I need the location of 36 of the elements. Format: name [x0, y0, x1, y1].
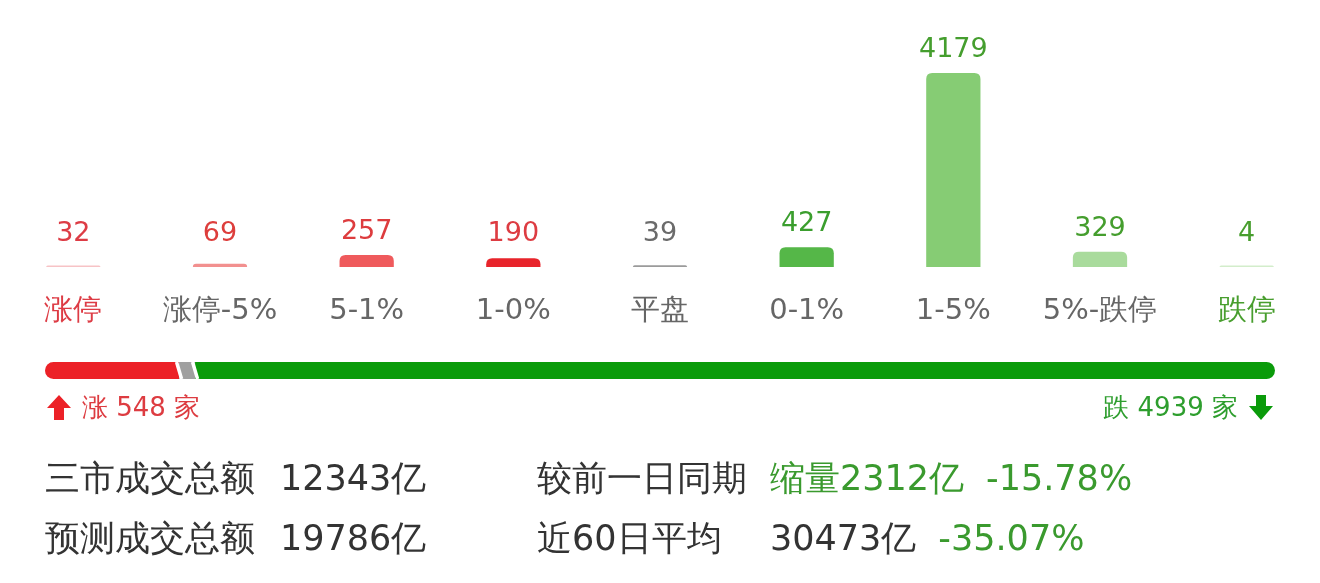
- bar: [779, 247, 834, 267]
- x-tick-label: 涨停: [44, 292, 103, 326]
- data-label: 39: [642, 216, 678, 247]
- x-tick-label: 5-1%: [329, 292, 405, 326]
- x-tick-label: 平盘: [631, 292, 689, 326]
- x-tick-label: 5%-跌停: [1042, 292, 1158, 326]
- x-tick-label: 0-1%: [769, 292, 845, 326]
- bar: [1072, 251, 1128, 267]
- bar: [339, 255, 394, 267]
- x-tick-label: 涨停-5%: [162, 292, 278, 326]
- bar: [926, 73, 981, 267]
- text: 19786亿: [280, 518, 427, 558]
- bar: [192, 263, 248, 267]
- data-label: 257: [340, 214, 393, 246]
- text: 缩量2312亿: [770, 458, 965, 498]
- data-label: 4: [1238, 216, 1256, 247]
- text: 预测成交总额: [45, 518, 255, 558]
- text: -15.78%: [986, 458, 1133, 498]
- bar: [486, 258, 541, 267]
- text: 涨 548 家: [82, 392, 201, 422]
- x-tick-label: 跌停: [1217, 292, 1276, 326]
- data-label: 32: [56, 216, 91, 247]
- text: 三市成交总额: [45, 458, 255, 498]
- x-tick-label: 1-0%: [475, 292, 551, 326]
- data-label: 427: [780, 206, 833, 238]
- data-label: 4179: [918, 32, 988, 63]
- text: 近60日平均: [537, 518, 722, 558]
- text: 30473亿: [770, 518, 917, 558]
- x-tick-label: 1-5%: [915, 292, 991, 326]
- data-label: 329: [1074, 210, 1126, 242]
- text: -35.07%: [938, 518, 1085, 558]
- data-label: 69: [202, 216, 238, 247]
- text: 跌 4939 家: [1103, 392, 1238, 422]
- text: 12343亿: [280, 458, 427, 498]
- text: 较前一日同期: [537, 458, 747, 498]
- data-label: 190: [487, 216, 540, 247]
